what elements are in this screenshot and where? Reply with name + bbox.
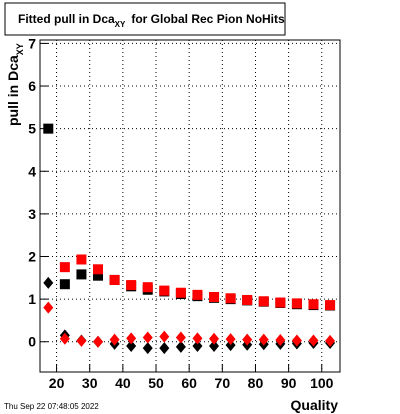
- marker: [291, 298, 302, 309]
- marker: [142, 342, 153, 355]
- marker: [258, 296, 269, 307]
- y-tick-label: 3: [28, 206, 36, 222]
- marker: [76, 269, 87, 280]
- marker: [142, 331, 153, 344]
- marker: [93, 270, 104, 281]
- x-tick-label: 30: [82, 375, 98, 391]
- marker: [275, 297, 286, 308]
- marker: [159, 285, 170, 296]
- marker: [59, 279, 70, 290]
- marker: [175, 287, 186, 298]
- marker: [258, 333, 269, 346]
- marker: [93, 335, 104, 348]
- marker: [308, 299, 319, 310]
- marker: [175, 340, 186, 353]
- title-main: Fitted pull in Dca: [18, 12, 115, 26]
- marker: [59, 332, 70, 345]
- marker: [325, 334, 336, 347]
- marker: [76, 334, 87, 347]
- marker: [76, 254, 87, 265]
- y-tick-label: 5: [28, 121, 36, 137]
- marker: [225, 333, 236, 346]
- marker: [43, 123, 54, 134]
- y-tick-label: 7: [28, 35, 36, 51]
- x-tick-label: 80: [248, 375, 264, 391]
- title-box: [4, 2, 286, 36]
- marker: [142, 282, 153, 293]
- plot-frame: [39, 39, 341, 373]
- y-tick-label: 0: [28, 334, 36, 350]
- title-rest: for Global Rec Pion NoHits: [131, 12, 285, 26]
- marker: [43, 276, 54, 289]
- marker: [109, 274, 120, 285]
- marker: [93, 264, 104, 275]
- y-tick-label: 4: [28, 163, 36, 179]
- marker: [192, 340, 203, 353]
- x-tick-label: 20: [49, 375, 65, 391]
- marker: [126, 340, 137, 353]
- y-label-sub: XY: [15, 43, 25, 55]
- title-sub: XY: [115, 20, 126, 29]
- timestamp: Thu Sep 22 07:48:05 2022: [4, 402, 99, 411]
- marker: [43, 301, 54, 314]
- marker: [242, 294, 253, 305]
- chart-title: Fitted pull in DcaXY for Global Rec Pion …: [18, 12, 285, 29]
- marker: [225, 293, 236, 304]
- marker: [209, 332, 220, 345]
- x-axis-label: Quality: [291, 397, 339, 413]
- marker: [192, 289, 203, 300]
- x-tick-label: 70: [215, 375, 231, 391]
- marker: [192, 332, 203, 345]
- marker: [209, 291, 220, 302]
- x-tick-label: 100: [310, 375, 334, 391]
- marker: [109, 333, 120, 346]
- y-tick-label: 6: [28, 78, 36, 94]
- x-tick-label: 90: [281, 375, 297, 391]
- y-label-main: pull in Dca: [5, 55, 21, 126]
- marker: [275, 334, 286, 347]
- y-tick-label: 1: [28, 291, 36, 307]
- marker: [175, 331, 186, 344]
- marker: [159, 342, 170, 355]
- marker: [308, 334, 319, 347]
- marker: [126, 280, 137, 291]
- marker: [126, 332, 137, 345]
- marker: [325, 300, 336, 311]
- x-tick-label: 50: [148, 375, 164, 391]
- y-axis-label: pull in DcaXY: [5, 43, 25, 126]
- x-tick-label: 40: [115, 375, 131, 391]
- marker: [291, 334, 302, 347]
- x-tick-label: 60: [181, 375, 197, 391]
- marker: [209, 340, 220, 353]
- marker: [159, 330, 170, 343]
- marker: [59, 262, 70, 273]
- y-tick-label: 2: [28, 249, 36, 265]
- marker: [242, 333, 253, 346]
